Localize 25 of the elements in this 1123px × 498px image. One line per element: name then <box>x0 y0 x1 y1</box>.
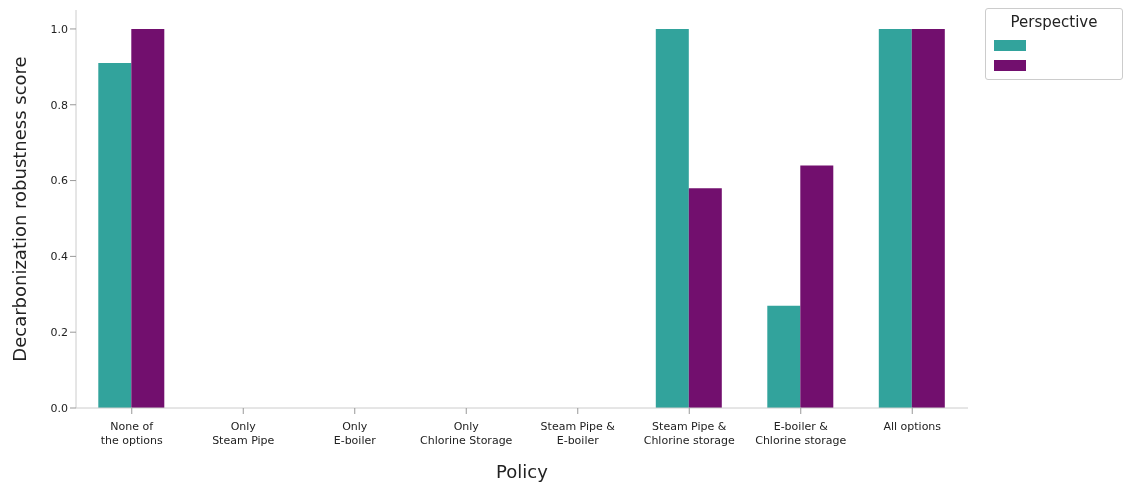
y-tick-label: 0.8 <box>50 98 68 112</box>
y-tick-label: 1.0 <box>50 22 68 36</box>
legend-title: Perspective <box>1009 13 1099 31</box>
bar <box>688 188 722 408</box>
bar <box>767 305 801 408</box>
x-tick-label: E-boiler & Chlorine storage <box>755 420 847 447</box>
x-tick-label: Only Chlorine Storage <box>420 420 513 447</box>
y-tick-label: 0.2 <box>50 326 68 340</box>
bar <box>878 28 912 408</box>
x-tick-label: Steam Pipe & Chlorine storage <box>643 420 735 447</box>
x-axis-title: Policy <box>496 461 549 482</box>
bar <box>800 165 834 408</box>
x-tick-label: Only E-boiler <box>333 420 377 447</box>
y-tick-label: 0.0 <box>50 401 68 415</box>
y-tick-label: 0.4 <box>50 250 68 264</box>
x-tick-label: Steam Pipe & E-boiler <box>540 420 616 447</box>
y-tick-label: 0.6 <box>50 174 68 188</box>
x-tick-label: Only Steam Pipe <box>212 420 275 447</box>
bar <box>98 63 132 408</box>
x-tick-label: All options <box>883 420 942 433</box>
y-axis-title: Decarbonization robustness score <box>9 56 31 362</box>
bar <box>655 28 689 408</box>
bar <box>911 28 945 408</box>
bar <box>131 28 165 408</box>
x-tick-label: None of the options <box>100 420 164 447</box>
